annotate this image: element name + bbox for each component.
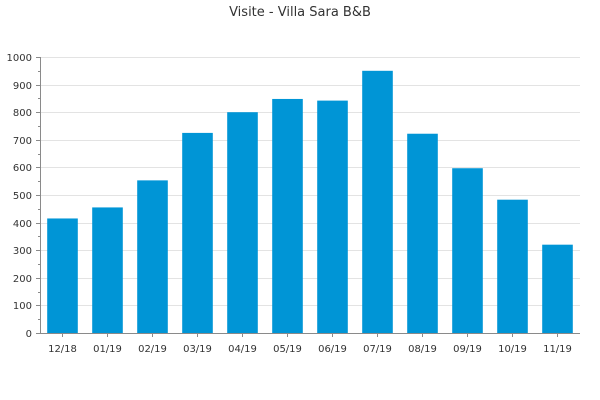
y-tick-label: 800 <box>13 108 32 119</box>
bar <box>227 112 258 333</box>
y-tick-label: 1000 <box>7 53 32 64</box>
bar <box>182 132 213 333</box>
x-tick-label: 12/18 <box>48 344 77 355</box>
bar <box>47 218 78 333</box>
y-tick-label: 400 <box>13 219 32 230</box>
x-tick-label: 06/19 <box>318 344 347 355</box>
y-tick-label: 100 <box>13 301 32 312</box>
x-tick-label: 02/19 <box>138 344 167 355</box>
x-tick-label: 01/19 <box>93 344 122 355</box>
bar <box>317 100 348 333</box>
y-tick-label: 0 <box>26 329 32 340</box>
x-tick-label: 11/19 <box>543 344 572 355</box>
x-tick-label: 05/19 <box>273 344 302 355</box>
bar <box>92 207 123 333</box>
y-tick-label: 500 <box>13 191 32 202</box>
bar <box>362 70 393 334</box>
chart-title: Visite - Villa Sara B&B <box>229 5 371 20</box>
x-tick-label: 04/19 <box>228 344 257 355</box>
bar <box>542 244 573 333</box>
x-tick-label: 07/19 <box>363 344 392 355</box>
bars <box>47 70 573 334</box>
y-tick-label: 300 <box>13 246 32 257</box>
y-tick-label: 200 <box>13 274 32 285</box>
bar <box>497 199 528 333</box>
y-tick-label: 700 <box>13 136 32 147</box>
x-tick-label: 10/19 <box>498 344 527 355</box>
bar <box>137 180 168 333</box>
bar <box>272 98 303 334</box>
gridlines <box>40 57 580 306</box>
x-tick-label: 09/19 <box>453 344 482 355</box>
y-tick-label: 600 <box>13 163 32 174</box>
axes <box>40 57 580 334</box>
x-tick-label: 03/19 <box>183 344 212 355</box>
y-tick-label: 900 <box>13 81 32 92</box>
x-axis-ticks: 12/18 01/19 02/19 03/19 04/19 05/19 06/19 07/19… <box>48 333 572 355</box>
x-tick-label: 08/19 <box>408 344 437 355</box>
bar <box>452 168 483 333</box>
bar <box>407 133 438 333</box>
y-axis-ticks: 0 100 200 300 400 500 600 700 800 900 1000 <box>7 53 40 340</box>
